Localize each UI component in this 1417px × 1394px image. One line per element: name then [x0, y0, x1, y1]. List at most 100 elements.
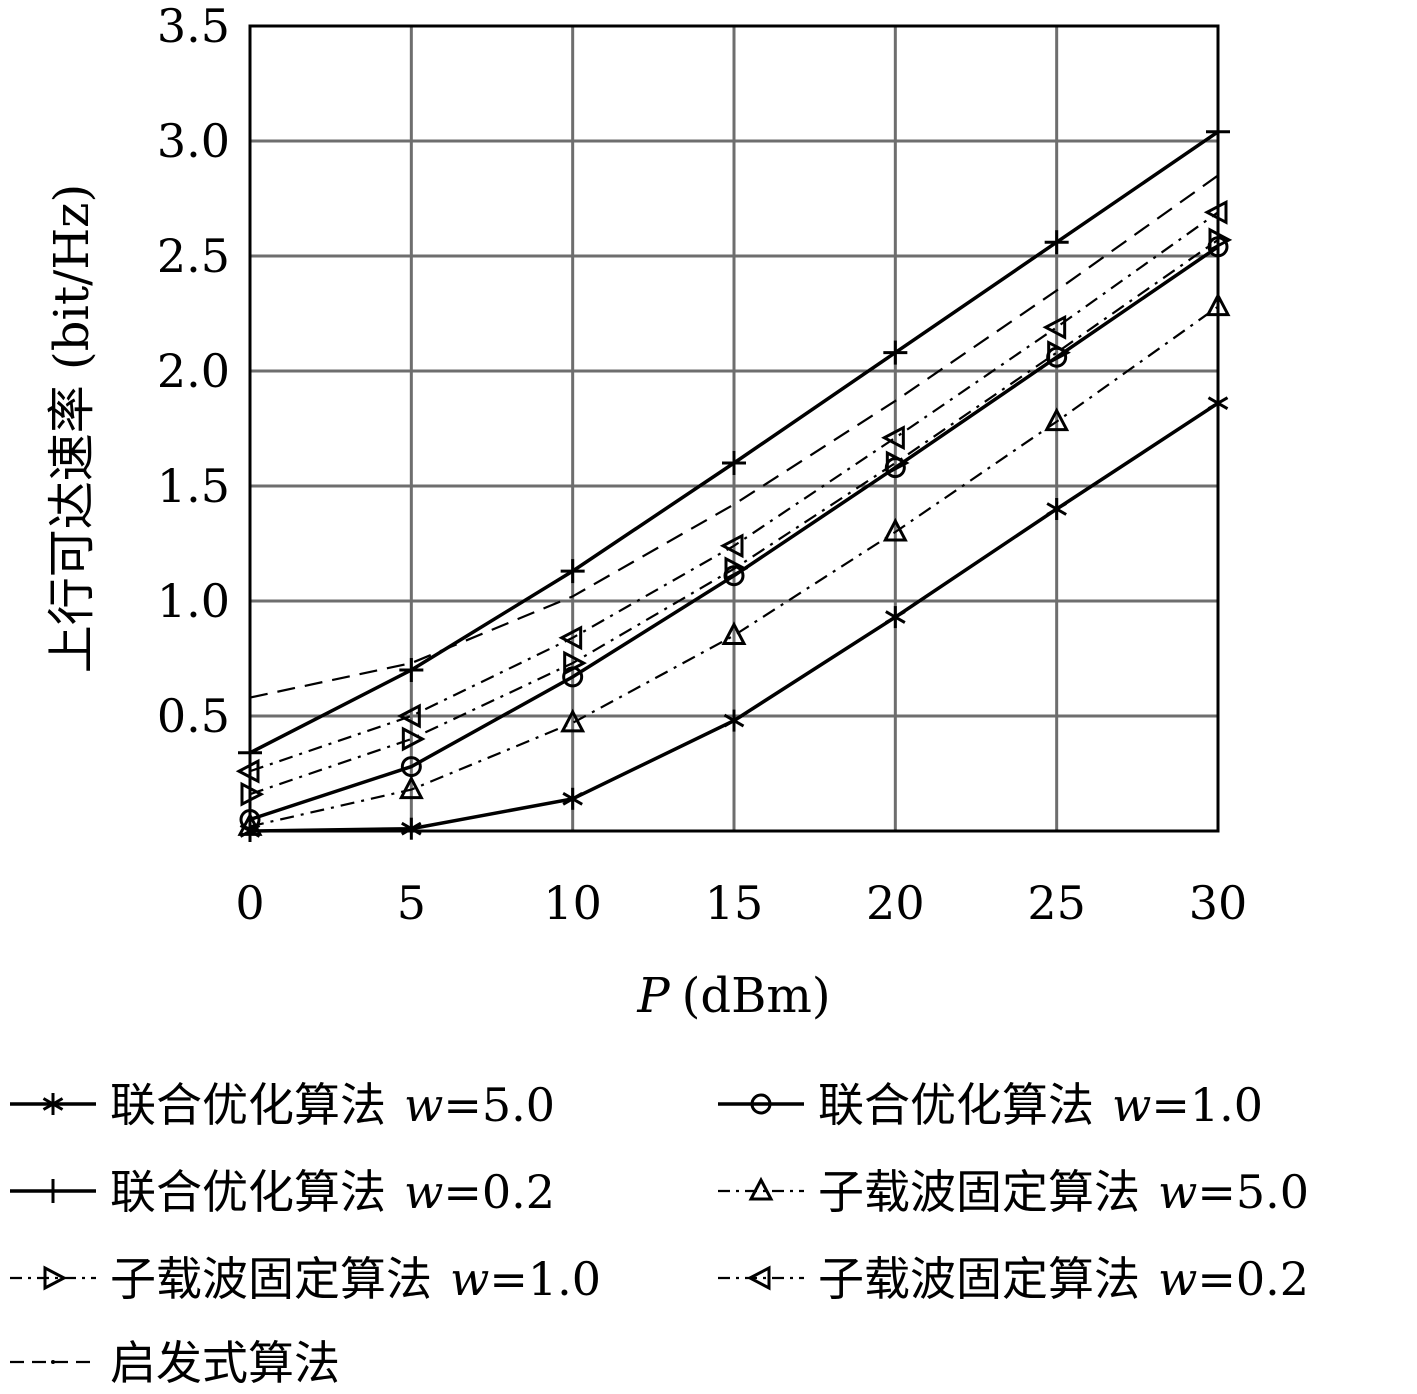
data-point — [558, 625, 583, 651]
marker-triangle-up — [721, 621, 747, 645]
x-tick-label: 25 — [1027, 876, 1086, 930]
y-tick-label: 2.0 — [157, 344, 230, 398]
series-6 — [235, 199, 1228, 784]
series-7 — [249, 174, 1219, 699]
legend-label: 子载波固定算法 w=5.0 — [818, 1165, 1309, 1219]
series-3 — [238, 119, 1230, 765]
data-point — [237, 812, 263, 836]
data-point — [885, 606, 906, 629]
series-line — [249, 174, 1219, 699]
legend-label-var: w — [1158, 1165, 1197, 1219]
data-point — [722, 451, 746, 475]
data-point — [1047, 340, 1071, 366]
legend-dot — [51, 1360, 55, 1364]
marker-circle — [750, 1093, 772, 1115]
data-point — [1042, 314, 1067, 340]
marker-triangle-left — [1042, 314, 1067, 340]
marker-stroke — [1207, 396, 1229, 410]
data-point — [1203, 199, 1228, 225]
legend-label-text: 启发式算法 — [110, 1336, 340, 1390]
marker-triangle-left — [558, 625, 583, 651]
legend-label: 联合优化算法 w=0.2 — [110, 1165, 555, 1219]
series-line — [249, 238, 1219, 796]
x-tick-label: 10 — [543, 876, 602, 930]
data-point — [42, 1093, 64, 1115]
marker-triangle-left — [719, 533, 744, 559]
x-axis-variable: P — [636, 968, 670, 1024]
data-point — [238, 740, 262, 765]
data-point — [1206, 119, 1230, 144]
data-point — [560, 708, 586, 733]
marker-stroke — [723, 713, 745, 728]
marker-triangle-left — [397, 703, 421, 729]
data-point — [1044, 407, 1070, 432]
marker-triangle-up — [237, 812, 263, 836]
legend-label-value: =5.0 — [1197, 1165, 1309, 1219]
legend-label: 联合优化算法 w=5.0 — [110, 1078, 555, 1132]
y-tick-label: 0.5 — [157, 689, 230, 743]
data-point — [723, 709, 745, 732]
legend-item-1: 联合优化算法 w=5.0 — [10, 1078, 555, 1132]
legend-label-value: =1.0 — [1151, 1078, 1263, 1132]
legend-label: 子载波固定算法 w=0.2 — [818, 1252, 1309, 1306]
data-point — [1205, 292, 1231, 317]
data-point — [885, 450, 910, 476]
data-point — [398, 775, 424, 800]
data-point — [560, 559, 585, 584]
legend-label-var: w — [404, 1078, 443, 1132]
legend-item-5: 子载波固定算法 w=1.0 — [10, 1252, 601, 1306]
legend-item-3: 联合优化算法 w=0.2 — [10, 1165, 555, 1219]
series-line — [249, 211, 1219, 773]
marker-triangle-up — [398, 775, 424, 800]
data-point — [235, 758, 260, 784]
legend-label: 启发式算法 — [110, 1336, 340, 1390]
legend-item-4: 子载波固定算法 w=5.0 — [718, 1165, 1309, 1219]
data-point — [746, 1265, 771, 1291]
series-group — [235, 119, 1233, 842]
data-point — [563, 650, 587, 676]
data-point — [882, 517, 908, 542]
legend-label-var: w — [450, 1252, 489, 1306]
marker-triangle-right — [1047, 340, 1071, 366]
y-tick-labels: 0.5 1.0 1.5 2.0 2.5 3.0 3.5 — [157, 0, 230, 743]
legend-item-2: 联合优化算法 w=1.0 — [718, 1078, 1263, 1132]
data-point — [883, 340, 908, 365]
legend-item-6: 子载波固定算法 w=0.2 — [718, 1252, 1309, 1306]
legend-label-var: w — [1112, 1078, 1151, 1132]
data-point — [1208, 227, 1233, 253]
marker-triangle-right — [1208, 227, 1233, 253]
legend-label-value: =0.2 — [1197, 1252, 1309, 1306]
data-point — [719, 533, 744, 559]
x-tick-label: 0 — [235, 876, 264, 930]
marker-triangle-left — [746, 1265, 771, 1291]
x-tick-label: 20 — [866, 876, 925, 930]
data-point — [401, 817, 422, 840]
marker-triangle-left — [881, 425, 905, 451]
y-tick-label: 3.0 — [157, 114, 230, 168]
marker-triangle-right — [401, 726, 426, 752]
legend-label-value: =0.2 — [443, 1165, 555, 1219]
data-point — [748, 1176, 774, 1201]
marker-circle — [239, 809, 261, 830]
marker-triangle-up — [882, 517, 908, 542]
marker-triangle-right — [885, 450, 910, 476]
legend-label: 联合优化算法 w=1.0 — [818, 1078, 1263, 1132]
legend-label-value: =1.0 — [489, 1252, 601, 1306]
legend-label-text: 联合优化算法 — [110, 1078, 386, 1132]
marker-stroke — [401, 821, 422, 836]
series-line — [249, 305, 1219, 828]
marker-triangle-up — [1205, 292, 1231, 317]
legend-label: 子载波固定算法 w=1.0 — [110, 1252, 601, 1306]
x-axis-unit: (dBm) — [682, 968, 831, 1024]
data-point — [397, 703, 421, 729]
plot-frame — [248, 24, 1220, 833]
x-tick-label: 15 — [705, 876, 764, 930]
data-point — [1044, 230, 1069, 255]
data-point — [881, 425, 905, 451]
marker-triangle-up — [560, 708, 586, 733]
legend-label-text: 联合优化算法 — [818, 1078, 1094, 1132]
legend-label-text: 子载波固定算法 — [818, 1165, 1140, 1219]
data-point — [41, 1179, 65, 1203]
